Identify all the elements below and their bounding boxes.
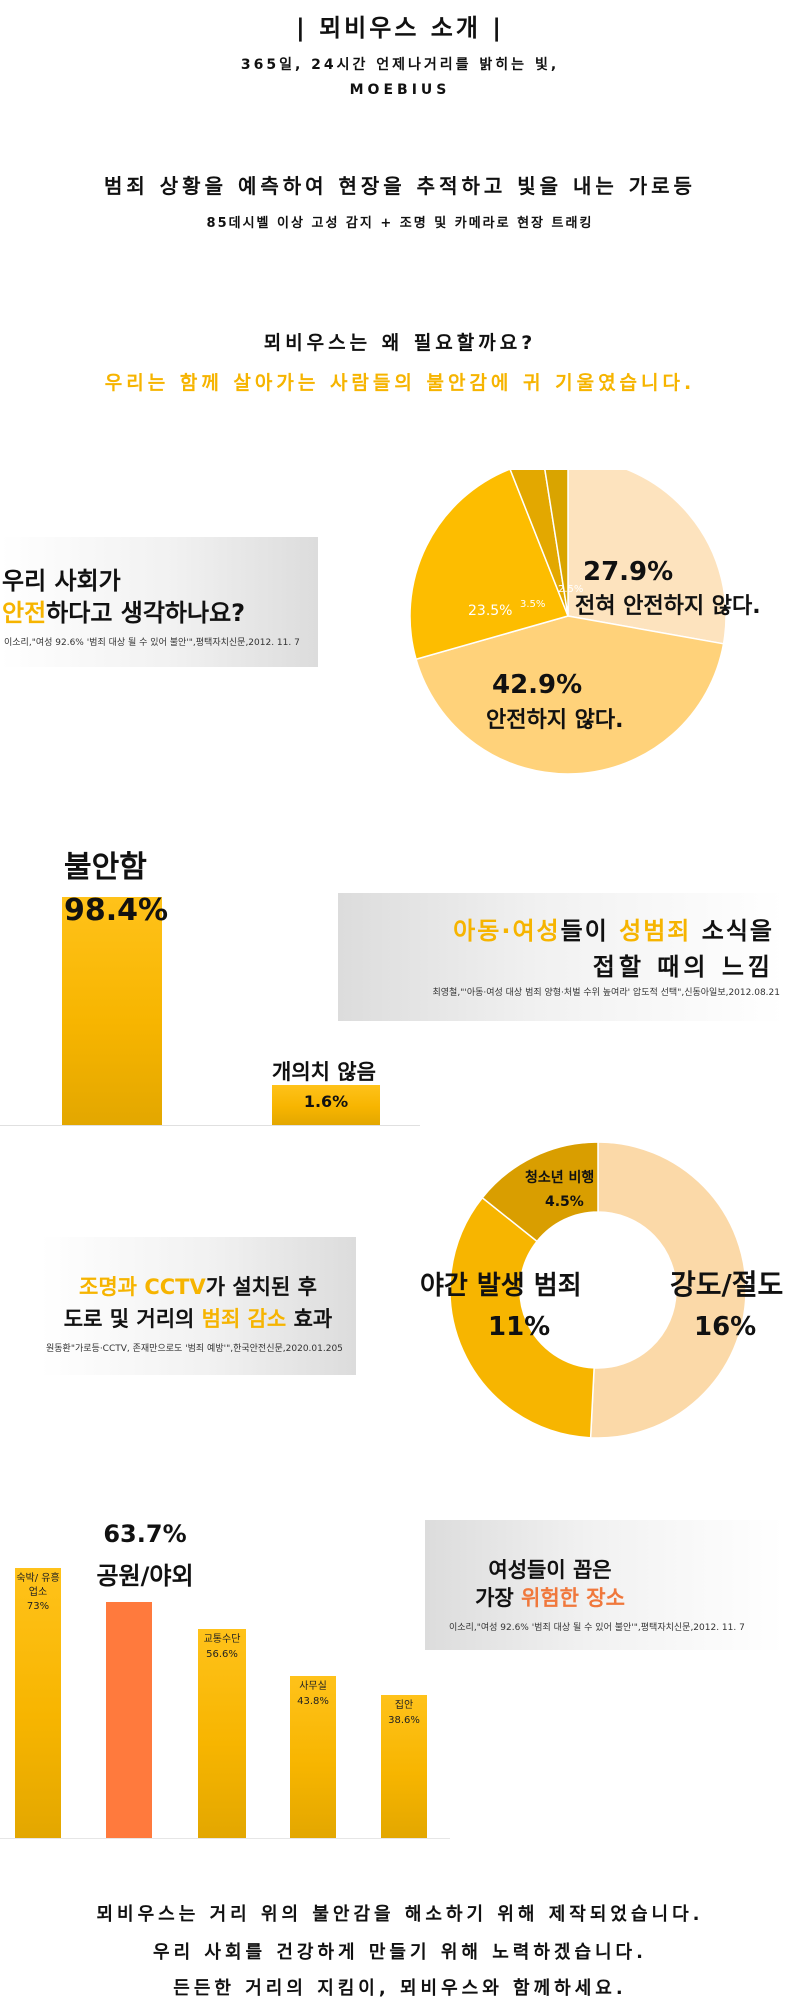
donut-value-robbery: 16% bbox=[694, 1312, 756, 1342]
places-box: 여성들이 꼽은 가장 위험한 장소 이소리,"여성 92.6% '범죄 대상 될… bbox=[425, 1520, 783, 1650]
donut-value-youth: 4.5% bbox=[545, 1194, 584, 1210]
bar2-baseline bbox=[0, 1838, 450, 1839]
donut-value-night: 11% bbox=[488, 1312, 550, 1342]
bar2-lodging: 숙박/ 유흥업소 73% bbox=[15, 1568, 61, 1838]
pie1-label-2-5: 2.5% bbox=[558, 584, 583, 595]
bar1-value-1: 1.6% bbox=[303, 1092, 349, 1111]
bar1-baseline bbox=[0, 1125, 420, 1126]
bar2-value-transport: 56.6% bbox=[206, 1648, 238, 1660]
cctv-highlight-2: 범죄 감소 bbox=[201, 1307, 287, 1331]
bar2-home: 집안 38.6% bbox=[381, 1695, 427, 1838]
bar2-office: 사무실 43.8% bbox=[290, 1676, 336, 1838]
bar1-category-0: 불안함 bbox=[64, 850, 147, 885]
bar1-category-1: 개의치 않음 bbox=[272, 1060, 376, 1084]
why-question: 뫼비우스는 왜 필요할까요? bbox=[263, 332, 537, 354]
why-answer: 우리는 함께 살아가는 사람들의 불안감에 귀 기울였습니다. bbox=[104, 372, 696, 394]
anxiety-text-1: 들이 bbox=[560, 917, 609, 945]
cctv-title-line2: 도로 및 거리의 범죄 감소 효과 bbox=[40, 1303, 356, 1333]
cctv-source: 원동환"가로등·CCTV, 존재만으로도 '범죄 예방'",한국안전신문,202… bbox=[46, 1344, 343, 1354]
pie1-slice-1 bbox=[415, 615, 725, 775]
bar2-category-office: 사무실 bbox=[299, 1681, 327, 1692]
bar2-value-home: 38.6% bbox=[388, 1715, 420, 1727]
closing-line-1: 뫼비우스는 거리 위의 불안감을 해소하기 위해 제작되었습니다. bbox=[96, 1904, 704, 1925]
bar2-category-transport: 교통수단 bbox=[203, 1633, 241, 1645]
anxiety-highlight-2: 성범죄 bbox=[619, 917, 692, 945]
pie1-slice-3 bbox=[509, 470, 569, 617]
safety-title-line1: 우리 사회가 bbox=[2, 567, 121, 595]
cctv-highlight-1: 조명과 CCTV bbox=[79, 1275, 206, 1299]
donut-label-robbery: 강도/절도 bbox=[670, 1268, 783, 1301]
page-title: | 뫼비우스 소개 | bbox=[295, 14, 505, 42]
safety-source: 이소리,"여성 92.6% '범죄 대상 될 수 있어 불안'",평택자치신문,… bbox=[4, 638, 300, 648]
cctv-box: 조명과 CCTV가 설치된 후 도로 및 거리의 범죄 감소 효과 원동환"가로… bbox=[40, 1237, 356, 1375]
places-highlight: 위험한 장소 bbox=[521, 1586, 625, 1610]
header-tagline: 365일, 24시간 언제나거리를 밝히는 빛, bbox=[240, 57, 560, 73]
closing-line-2: 우리 사회를 건강하게 만들기 위해 노력하겠습니다. bbox=[153, 1942, 647, 1963]
anxiety-box: 아동·여성들이 성범죄 소식을 접할 때의 느낌 최영철,"'아동·여성 대상 … bbox=[338, 893, 784, 1021]
safety-title-line2: 안전하다고 생각하나요? bbox=[2, 593, 245, 628]
safety-pie-chart: 2.5% 3.5% 23.5% 27.9% 전혀 안전하지 않다. 42.9% … bbox=[409, 470, 761, 775]
bar2-value-office: 43.8% bbox=[297, 1696, 329, 1707]
bar1-anxious bbox=[62, 896, 162, 1125]
anxiety-highlight-1: 아동·여성 bbox=[453, 917, 561, 945]
cctv-text-2: 도로 및 거리의 bbox=[63, 1307, 195, 1331]
places-text-2: 가장 bbox=[475, 1586, 514, 1610]
cctv-text-3: 효과 bbox=[293, 1307, 333, 1331]
bar1-value-0: 98.4% bbox=[64, 893, 169, 928]
safety-title-rest: 하다고 생각하나요? bbox=[46, 599, 246, 627]
pie1-slice-4 bbox=[544, 470, 569, 617]
bar2-category-lodging: 숙박/ 유흥업소 bbox=[16, 1573, 60, 1598]
cctv-title-line1: 조명과 CCTV가 설치된 후 bbox=[40, 1271, 356, 1301]
safety-question-box: 우리 사회가 안전하다고 생각하나요? 이소리,"여성 92.6% '범죄 대상… bbox=[0, 537, 318, 667]
pie1-label-3-5: 3.5% bbox=[520, 599, 545, 610]
donut-label-night: 야간 발생 범죄 bbox=[420, 1271, 582, 1301]
donut-slice-2 bbox=[481, 1141, 599, 1243]
bar2-value-park: 63.7% bbox=[103, 1520, 187, 1548]
anxiety-text-2: 소식을 bbox=[701, 917, 774, 945]
bar2-transport: 교통수단 56.6% bbox=[198, 1628, 246, 1838]
places-source: 이소리,"여성 92.6% '범죄 대상 될 수 있어 불안'",평택자치신문,… bbox=[449, 1623, 745, 1633]
cctv-text-1: 가 설치된 후 bbox=[205, 1275, 317, 1299]
anxiety-title-line2: 접할 때의 느낌 bbox=[592, 953, 774, 981]
pie1-label-42-9: 안전하지 않다. bbox=[486, 708, 623, 733]
bar2-park bbox=[106, 1602, 152, 1838]
intro-subtitle: 85데시벨 이상 고성 감지 + 조명 및 카메라로 현장 트래킹 bbox=[206, 216, 594, 231]
closing-line-3: 든든한 거리의 지킴이, 뫼비우스와 함께하세요. bbox=[173, 1978, 627, 1999]
bar1-not-care bbox=[272, 1085, 380, 1125]
intro-headline: 범죄 상황을 예측하여 현장을 추적하고 빛을 내는 가로등 bbox=[104, 174, 696, 198]
pie1-value-42-9: 42.9% bbox=[492, 670, 582, 700]
bar2-category-home: 집안 bbox=[394, 1700, 414, 1712]
pie1-slice-0 bbox=[567, 470, 727, 645]
pie1-label-27-9: 전혀 안전하지 않다. bbox=[575, 594, 761, 619]
crime-donut-chart: 청소년 비행 4.5% 야간 발생 범죄 11% 강도/절도 16% bbox=[420, 1141, 783, 1439]
safety-highlight: 안전 bbox=[2, 599, 47, 627]
anxiety-title-line1: 아동·여성들이 성범죄 소식을 bbox=[453, 911, 774, 946]
places-title-line1: 여성들이 꼽은 bbox=[488, 1558, 612, 1582]
bar2-category-park: 공원/야외 bbox=[96, 1562, 194, 1590]
donut-slice-1 bbox=[449, 1196, 595, 1439]
brand-name: MOEBIUS bbox=[349, 82, 451, 98]
pie1-value-27-9: 27.9% bbox=[583, 557, 673, 587]
pie1-label-23-5: 23.5% bbox=[468, 603, 512, 619]
donut-slice-0 bbox=[589, 1141, 747, 1439]
places-title-line2: 가장 위험한 장소 bbox=[425, 1582, 675, 1612]
donut-label-youth: 청소년 비행 bbox=[525, 1170, 594, 1186]
anxiety-source: 최영철,"'아동·여성 대상 범죄 양형·처벌 수위 높여라' 압도적 선택",… bbox=[432, 988, 781, 998]
bar2-value-lodging: 73% bbox=[26, 1601, 50, 1612]
